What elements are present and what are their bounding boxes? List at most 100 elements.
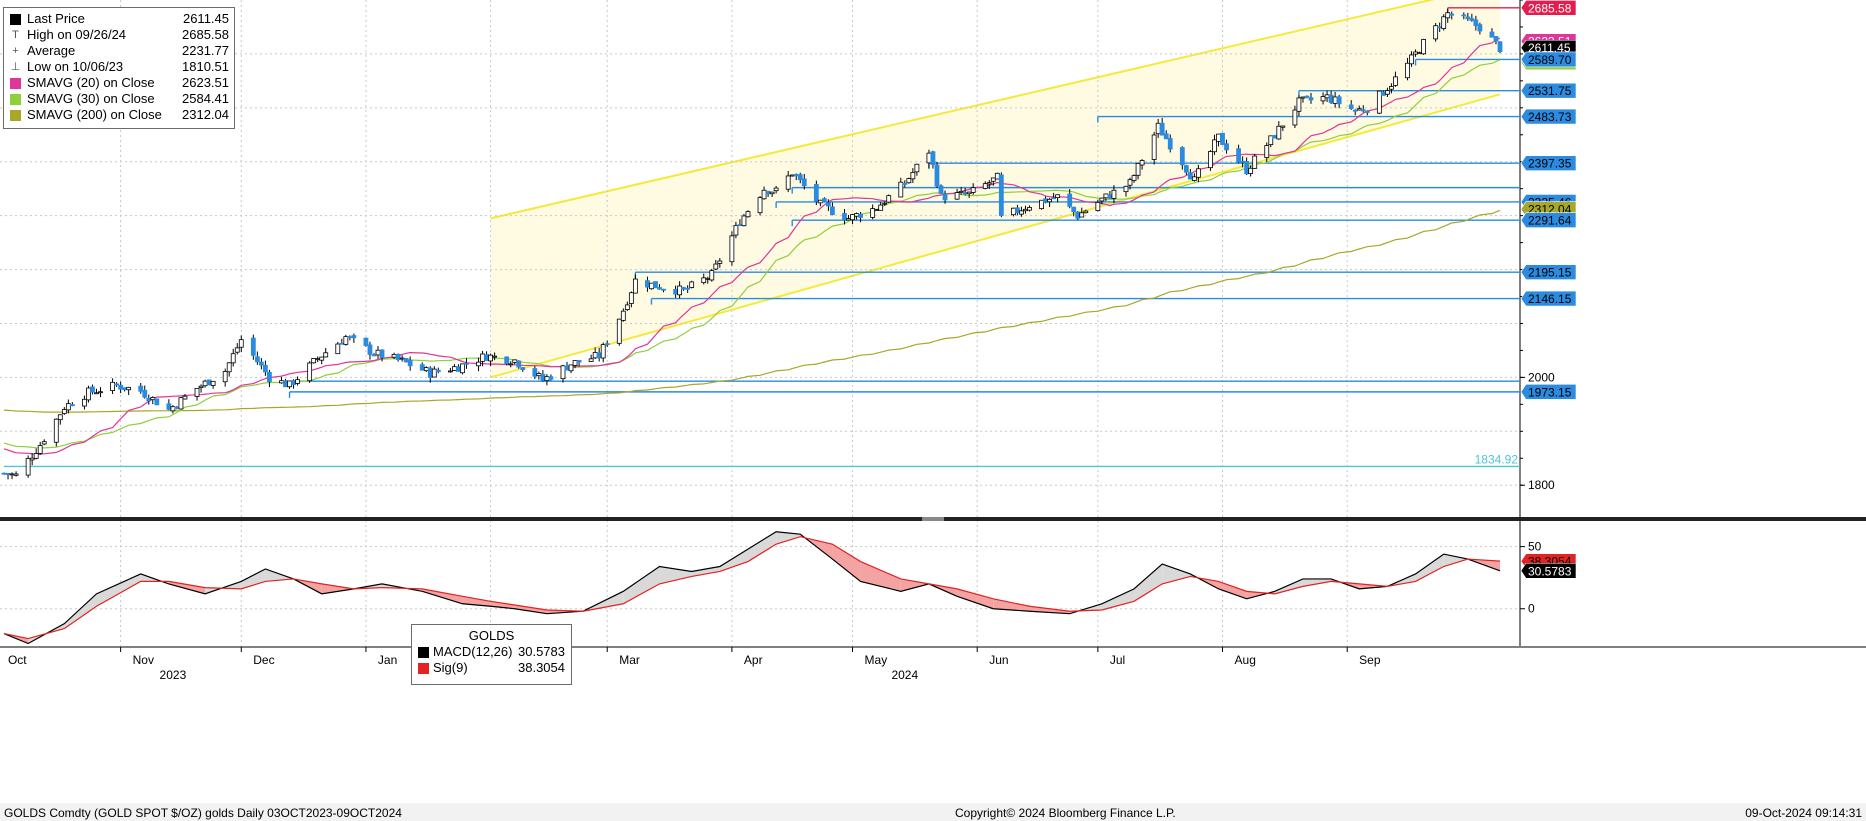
macd-fill-positive (1443, 554, 1468, 567)
candle-down (1183, 165, 1189, 173)
candle-up (222, 371, 228, 383)
candle-up (170, 406, 176, 412)
macd-fill-negative (957, 588, 994, 609)
candle-up (1095, 202, 1101, 211)
candle-up (1155, 122, 1161, 135)
candle-down (1348, 104, 1354, 109)
macd-fill-negative (993, 598, 1030, 612)
price-tag: 2291.64 (1528, 214, 1572, 228)
candle-up (1384, 90, 1390, 95)
candle-up (126, 386, 132, 391)
candle-up (741, 215, 747, 227)
candle-up (878, 204, 884, 211)
candle-up (343, 336, 349, 345)
legend-row: + Average 2231.77 (10, 43, 229, 59)
candle-up (391, 354, 397, 358)
candle-up (86, 387, 91, 401)
legend-row: SMAVG (30) on Close 2584.41 (10, 91, 229, 107)
candle-up (870, 208, 876, 218)
candle-up (1268, 135, 1274, 146)
candle-up (1083, 210, 1089, 214)
candle-down (1043, 198, 1048, 203)
price-tag-bg (1520, 155, 1577, 171)
candle-up (572, 360, 578, 366)
candle-up (1103, 193, 1109, 199)
candle-up (307, 362, 313, 382)
candle-down (685, 287, 691, 290)
candle-up (488, 354, 494, 362)
legend-row: Last Price 2611.45 (10, 11, 229, 27)
candle-up (480, 353, 485, 362)
candle-down (604, 343, 610, 346)
candle-up (628, 292, 634, 304)
candle-up (1405, 62, 1410, 79)
candle-up (910, 172, 916, 180)
candle-down (801, 178, 807, 187)
candle-up (202, 380, 208, 387)
candle-down (653, 281, 658, 289)
macd-label: MACD(12,26) (433, 644, 513, 659)
x-year-label: 2023 (160, 668, 187, 682)
candle-up (57, 414, 63, 421)
candle-down (154, 398, 160, 406)
macd-fill-negative (321, 583, 354, 594)
macd-value: 30.5783 (518, 644, 565, 659)
candle-up (761, 189, 767, 200)
candle-up (287, 380, 292, 388)
candle-down (1449, 13, 1455, 16)
x-axis-labels: OctNovDecJanFebMarAprMayJunJulAugSep2023… (8, 647, 1381, 682)
sma200-line (3, 209, 1501, 413)
legend-label: Last Price (27, 11, 85, 26)
candle-up (600, 344, 606, 359)
candle-up (568, 364, 574, 372)
price-tag-bg (1520, 0, 1577, 16)
candle-up (926, 152, 932, 164)
candle-up (1195, 168, 1201, 178)
macd-fill-positive (1134, 564, 1163, 602)
price-tag: 2146.15 (1528, 292, 1572, 306)
price-tags: 2685.582623.512611.452584.412589.702531.… (1520, 0, 1577, 579)
moving-averages (3, 37, 1501, 455)
signal-value: 38.3054 (518, 660, 565, 675)
candle-down (1272, 135, 1278, 139)
candle-up (1248, 167, 1254, 174)
candle-down (379, 349, 385, 359)
candle-up (238, 339, 244, 348)
candle-down (456, 366, 461, 372)
macd-panel (3, 531, 1501, 645)
candle-down (1465, 16, 1471, 20)
candle-up (1191, 176, 1197, 181)
candle-up (709, 270, 715, 281)
candle-up (1151, 134, 1157, 160)
candle-up (874, 209, 880, 211)
macd-tag-bg (1520, 562, 1577, 579)
candle-up (431, 368, 437, 378)
candle-down (962, 192, 968, 195)
price-legend: Last Price 2611.45 T High on 09/26/24 2685.5… (3, 7, 235, 129)
candle-down (737, 224, 743, 226)
candle-up (1421, 39, 1426, 55)
candle-up (817, 199, 823, 204)
candle-down (254, 356, 260, 363)
channel-lower-line (490, 93, 1501, 379)
candle-up (560, 365, 566, 380)
level-label: 1834.92 (1475, 452, 1519, 466)
macd-fill-positive (747, 531, 777, 562)
candle-up (1135, 163, 1141, 176)
candle-up (319, 356, 325, 361)
candle-down (934, 164, 940, 187)
candle-down (403, 358, 409, 363)
legend-label: SMAVG (20) on Close (27, 75, 155, 90)
footer-copyright: Copyright© 2024 Bloomberg Finance L.P. (955, 806, 1176, 820)
candle-down (347, 336, 353, 339)
candle-down (821, 198, 827, 203)
candle-down (69, 404, 75, 407)
candle-down (90, 386, 95, 393)
candle-up (1376, 90, 1382, 114)
x-year-label: 2024 (891, 668, 918, 682)
x-tick-label: Mar (619, 653, 640, 667)
macd-fill-positive (1302, 578, 1332, 587)
candle-down (1380, 91, 1386, 96)
candle-up (588, 358, 594, 362)
macd-fill-negative (900, 578, 929, 592)
